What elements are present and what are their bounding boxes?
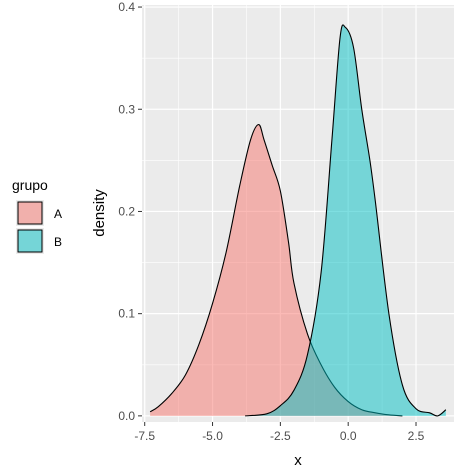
x-tick-label: 2.5 xyxy=(408,429,425,443)
x-tick-label: -7.5 xyxy=(134,429,155,443)
x-axis: -7.5 -5.0 -2.5 0.0 2.5 xyxy=(134,422,425,443)
plot-panel xyxy=(142,5,454,422)
density-area-b xyxy=(245,24,446,416)
x-tick-label: 0.0 xyxy=(340,429,357,443)
legend-swatch-b xyxy=(17,229,43,253)
density-areas xyxy=(149,24,447,417)
x-tick-label: -2.5 xyxy=(270,429,291,443)
y-tick-label: 0.0 xyxy=(118,409,135,423)
y-axis: 0.0 0.1 0.2 0.3 0.4 xyxy=(118,0,142,423)
x-axis-title: x xyxy=(294,452,302,469)
legend-title: grupo xyxy=(12,177,48,193)
x-tick-label: -5.0 xyxy=(202,429,223,443)
legend-label-b: B xyxy=(54,235,62,249)
legend-label-a: A xyxy=(54,207,62,221)
legend: grupo AB xyxy=(12,177,62,254)
y-tick-label: 0.3 xyxy=(118,102,135,116)
density-outline-b xyxy=(245,24,447,417)
legend-swatch-a xyxy=(17,201,43,225)
density-area-a xyxy=(150,124,403,416)
y-tick-label: 0.1 xyxy=(118,307,135,321)
y-tick-label: 0.2 xyxy=(118,204,135,218)
legend-items: AB xyxy=(16,200,62,254)
y-axis-title: density xyxy=(91,189,108,237)
y-tick-label: 0.4 xyxy=(118,0,135,14)
